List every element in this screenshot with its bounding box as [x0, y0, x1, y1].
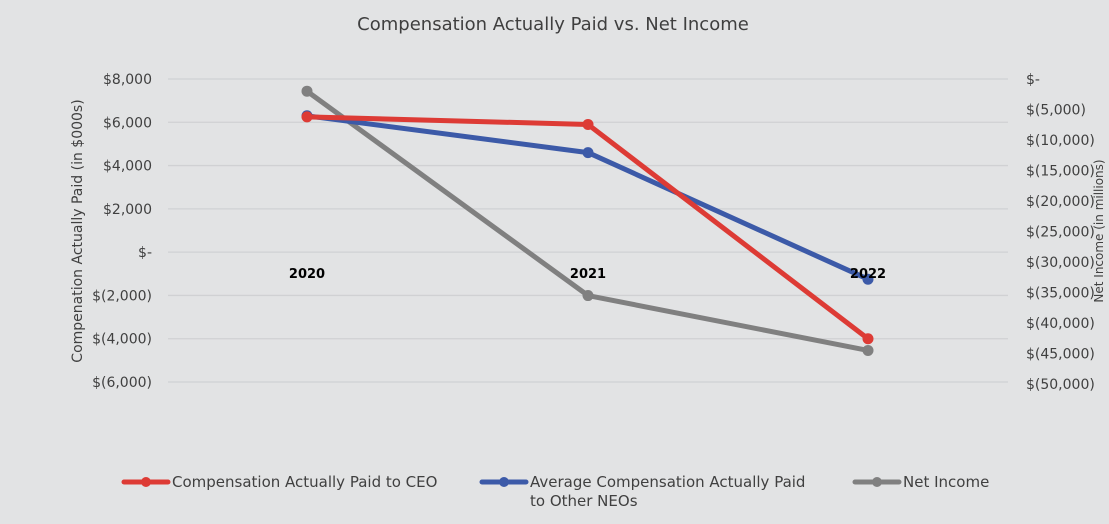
series-0: [301, 111, 874, 345]
legend-label: Compensation Actually Paid to CEO: [172, 473, 437, 491]
right-tick-label: $(15,000): [1026, 164, 1095, 180]
chart-title: Compensation Actually Paid vs. Net Incom…: [357, 14, 749, 35]
data-point: [301, 111, 313, 123]
data-point: [862, 344, 874, 356]
right-axis-title: Net Income (in millions): [1092, 159, 1106, 302]
category-label: 2020: [289, 267, 325, 282]
data-point: [862, 333, 874, 345]
legend-marker: [872, 477, 882, 487]
legend-label: Average Compensation Actually Paid: [530, 473, 805, 491]
right-tick-label: $(50,000): [1026, 377, 1095, 393]
legend-label: to Other NEOs: [530, 492, 638, 510]
category-label: 2022: [850, 267, 886, 282]
left-axis-ticks: $8,000 $6,000 $4,000 $2,000 $- $(2,000) $(4,00…: [92, 72, 152, 391]
right-tick-label: $(35,000): [1026, 286, 1095, 302]
right-tick-label: $(25,000): [1026, 225, 1095, 241]
series-layer: [301, 85, 874, 356]
legend-marker: [141, 477, 151, 487]
data-point: [582, 147, 594, 159]
left-tick-label: $(6,000): [92, 375, 152, 391]
right-tick-label: $(20,000): [1026, 194, 1095, 210]
left-tick-label: $6,000: [103, 115, 152, 131]
left-axis-title: Compenation Actually Paid (in $000s): [70, 99, 86, 362]
left-tick-label: $-: [138, 245, 152, 261]
right-tick-label: $(5,000): [1026, 103, 1086, 119]
right-tick-label: $(45,000): [1026, 347, 1095, 363]
series-2: [301, 85, 874, 356]
data-point: [862, 273, 874, 285]
right-tick-label: $(40,000): [1026, 316, 1095, 332]
data-point: [582, 290, 594, 302]
left-tick-label: $4,000: [103, 159, 152, 175]
right-tick-label: $(30,000): [1026, 255, 1095, 271]
right-tick-label: $(10,000): [1026, 133, 1095, 149]
category-label: 2021: [570, 267, 606, 282]
left-tick-label: $2,000: [103, 202, 152, 218]
data-point: [301, 85, 313, 97]
legend-label: Net Income: [903, 473, 989, 491]
series-line: [304, 113, 871, 282]
series-1: [301, 110, 874, 285]
legend-marker: [499, 477, 509, 487]
legend: Compensation Actually Paid to CEO Average…: [121, 473, 989, 510]
legend-item: Net Income: [852, 473, 989, 491]
series-line: [304, 88, 871, 353]
left-tick-label: $(2,000): [92, 288, 152, 304]
right-tick-label: $-: [1026, 72, 1040, 88]
left-tick-label: $8,000: [103, 72, 152, 88]
data-point: [582, 118, 594, 130]
right-axis-ticks: $- $(5,000) $(10,000) $(15,000) $(20,000) $(2…: [1026, 72, 1095, 393]
left-tick-label: $(4,000): [92, 332, 152, 348]
legend-item: Compensation Actually Paid to CEO: [121, 473, 437, 491]
category-labels: 2020 2021 2022: [289, 267, 886, 282]
